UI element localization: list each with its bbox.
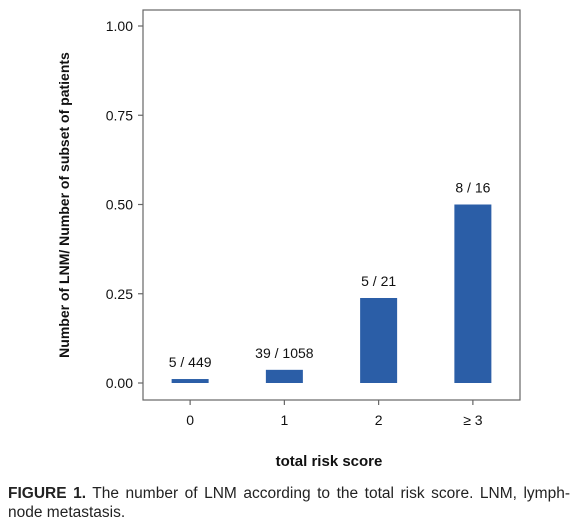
- bar: [171, 379, 209, 383]
- figure-label: FIGURE 1.: [8, 485, 87, 502]
- y-axis-label: Number of LNM/ Number of subset of patie…: [56, 52, 72, 358]
- x-tick-label: 0: [186, 412, 194, 428]
- bar-chart: 0.00 0.25 0.50 0.75 1.00 0 1 2 ≥ 3 5 / 449 39 / …: [56, 9, 521, 470]
- x-axis-label: total risk score: [276, 453, 383, 470]
- bar: [454, 204, 492, 383]
- bar: [265, 369, 303, 383]
- bar-data-label: 39 / 1058: [255, 345, 314, 361]
- figure-caption: FIGURE 1. The number of LNM according to…: [8, 484, 570, 522]
- bar-data-label: 5 / 21: [361, 273, 396, 289]
- y-tick-label: 1.00: [106, 18, 133, 34]
- bar-data-label: 8 / 16: [455, 180, 490, 196]
- x-tick-label: 1: [280, 412, 288, 428]
- caption-text: The number of LNM according to the total…: [8, 485, 570, 521]
- y-tick-label: 0.75: [106, 107, 133, 123]
- y-tick-label: 0.00: [106, 375, 133, 391]
- bar-data-label: 5 / 449: [169, 354, 212, 370]
- bar: [360, 297, 398, 383]
- y-tick-label: 0.25: [106, 286, 133, 302]
- x-tick-label: ≥ 3: [463, 412, 483, 428]
- x-tick-label: 2: [375, 412, 383, 428]
- y-tick-label: 0.50: [106, 197, 133, 213]
